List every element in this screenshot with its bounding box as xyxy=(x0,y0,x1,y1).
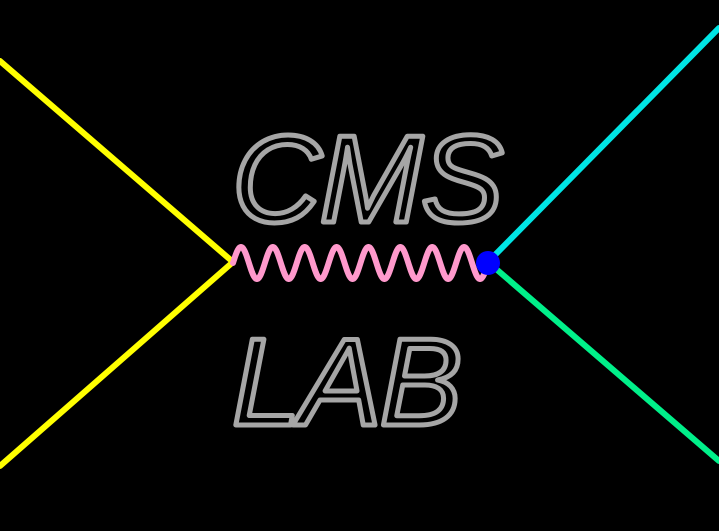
logo-text-lab: LAB xyxy=(232,314,460,452)
outgoing-upper-line xyxy=(485,25,719,265)
propagator-wave xyxy=(230,244,491,282)
logo-text-cms: CMS xyxy=(232,111,503,249)
vertex-dot xyxy=(476,251,500,275)
incoming-lower-line xyxy=(0,259,236,469)
outgoing-lower-line xyxy=(485,259,719,464)
incoming-upper-line xyxy=(0,58,236,265)
